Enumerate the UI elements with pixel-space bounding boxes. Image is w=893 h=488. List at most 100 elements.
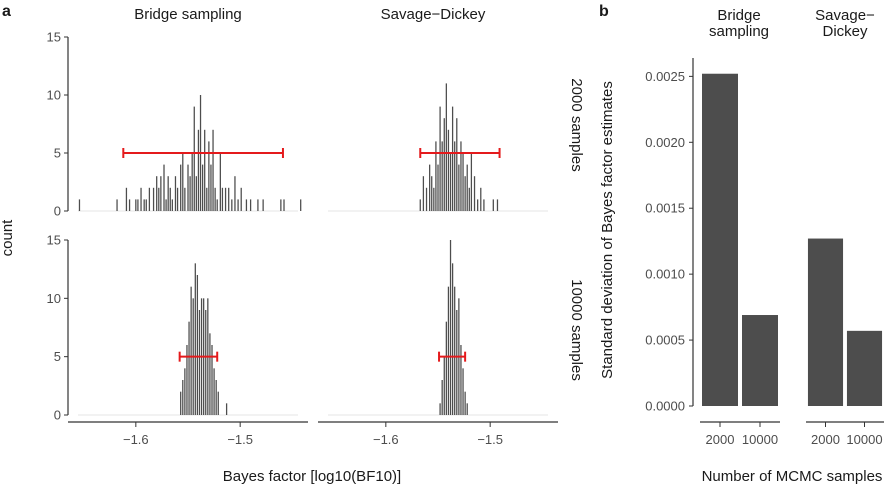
histogram-bar — [454, 141, 456, 211]
histogram-bar — [225, 403, 228, 415]
histogram-bar — [480, 187, 482, 211]
histogram-bar — [158, 187, 160, 211]
y-tick-label: 0.0015 — [645, 201, 685, 216]
histogram-bar — [194, 263, 196, 415]
sd-bar — [846, 330, 883, 406]
histogram-bar — [477, 199, 479, 211]
histogram-bar — [156, 176, 158, 211]
histogram-bar — [422, 176, 425, 211]
histogram-bar — [464, 176, 466, 211]
y-tick-label: 0 — [54, 408, 61, 423]
y-tick-label: 0.0005 — [645, 333, 685, 348]
histogram-bar — [496, 199, 499, 211]
histogram-bar — [237, 199, 239, 211]
histogram-bar — [221, 187, 224, 211]
histogram-bar — [186, 345, 188, 415]
histogram-bar — [125, 187, 128, 211]
histogram-bar — [456, 118, 458, 211]
histogram-bar — [210, 164, 212, 211]
histogram-bar — [492, 199, 494, 211]
x-tick-label: 2000 — [706, 432, 735, 447]
group-strip-bridge-line2: sampling — [709, 23, 769, 40]
histogram-bar — [135, 199, 137, 211]
y-tick-label: 0.0000 — [645, 399, 685, 414]
histogram-bar — [283, 199, 285, 211]
row-strip-10000: 10000 samples — [568, 279, 585, 381]
y-tick-label: 5 — [54, 349, 61, 364]
y-tick-label: 15 — [47, 30, 61, 45]
histogram-bar — [137, 199, 139, 211]
histogram-bar — [425, 187, 428, 211]
histogram-bar — [116, 199, 118, 211]
y-tick-label: 0.0020 — [645, 135, 685, 150]
histogram-bar — [468, 187, 470, 211]
histogram-bar — [441, 380, 443, 415]
histogram-bar — [171, 199, 173, 211]
histogram-bar — [188, 321, 190, 415]
histogram-bar — [206, 187, 208, 211]
histogram-bar — [439, 403, 441, 415]
histogram-bar — [473, 176, 476, 211]
histogram-bar — [449, 153, 452, 211]
histogram-bar — [212, 129, 214, 211]
histogram-bar — [262, 199, 264, 211]
histogram-bar — [431, 176, 433, 211]
histogram-bar — [180, 164, 182, 211]
histogram-bar — [145, 199, 147, 211]
histogram-bar — [205, 310, 207, 415]
histogram-bar — [213, 368, 215, 415]
histogram-bar — [211, 345, 213, 415]
histogram-bar — [460, 345, 462, 415]
histogram-bar — [167, 176, 169, 211]
histogram-bar — [443, 356, 445, 415]
group-strip-bridge-line1: Bridge — [717, 7, 760, 24]
histogram-bar — [429, 164, 431, 211]
x-tick-label: −1.5 — [227, 432, 253, 447]
histogram-bar — [219, 153, 221, 211]
histogram-bar — [439, 106, 441, 211]
x-tick-label: −1.6 — [373, 432, 399, 447]
histogram-bar — [143, 199, 145, 211]
x-axis-title-bayes-factor: Bayes factor [log10(BF10)] — [223, 468, 401, 485]
panel-label-a: a — [2, 3, 11, 20]
x-tick-label: −1.6 — [123, 432, 149, 447]
histogram-bar — [208, 141, 210, 211]
histogram-bar — [245, 199, 248, 211]
histogram-bar — [437, 164, 439, 211]
histogram-bar — [300, 199, 302, 211]
histogram-bar — [257, 199, 259, 211]
histogram-bar — [176, 187, 179, 211]
histogram-bar — [197, 129, 200, 211]
histogram-bar — [182, 380, 184, 415]
y-tick-label: 15 — [47, 233, 61, 248]
y-tick-label: 0 — [54, 204, 61, 219]
histogram-bar — [201, 164, 204, 211]
histogram-bar — [140, 187, 142, 211]
histogram-bar — [174, 176, 177, 211]
histogram-bar — [148, 187, 151, 211]
histogram-bar — [217, 391, 219, 415]
histogram-bar — [189, 176, 191, 211]
histogram-bar — [234, 176, 236, 211]
histogram-bar — [128, 199, 131, 211]
histogram-bar — [447, 286, 450, 415]
histogram-bar — [195, 176, 197, 211]
histogram-bar — [198, 310, 201, 415]
histogram-bar — [231, 199, 233, 211]
histogram-bar — [187, 164, 189, 211]
histogram-bar — [464, 391, 466, 415]
histogram-bar — [169, 187, 171, 211]
histogram-bar — [152, 187, 155, 211]
column-strip-savage: Savage−Dickey — [381, 6, 486, 23]
histogram-bar — [445, 83, 447, 211]
histogram-bar — [458, 164, 460, 211]
histogram-bar — [240, 187, 242, 211]
histogram-bar — [435, 141, 437, 211]
histogram-bar — [209, 333, 211, 415]
histogram-bar — [483, 199, 485, 211]
x-axis-title-mcmc: Number of MCMC samples — [702, 468, 883, 485]
x-tick-label: 10000 — [742, 432, 778, 447]
histogram-bar — [196, 275, 199, 415]
histogram-bar — [462, 368, 464, 415]
